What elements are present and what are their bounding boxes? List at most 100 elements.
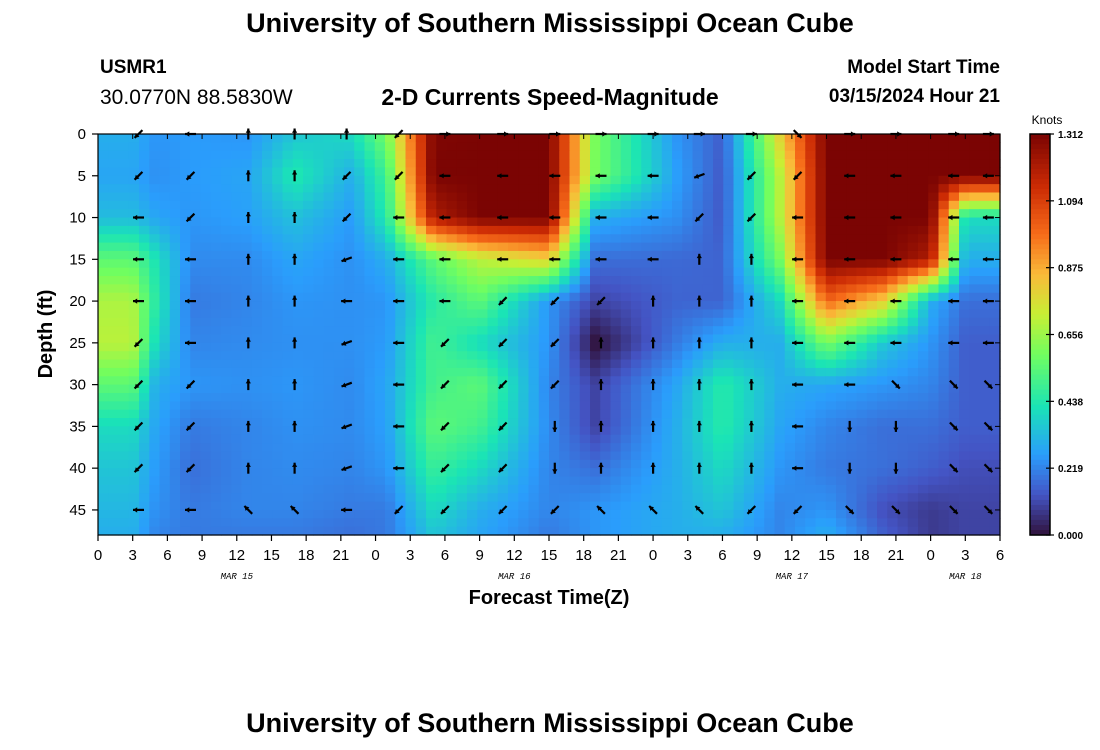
heatmap-cell — [446, 434, 458, 444]
heatmap-cell — [149, 418, 161, 427]
heatmap-cell — [805, 225, 817, 235]
heatmap-cell — [262, 250, 273, 260]
heatmap-cell — [641, 401, 653, 411]
heatmap-cell — [733, 276, 745, 285]
heatmap-cell — [436, 392, 448, 402]
heatmap-cell — [303, 426, 314, 436]
heatmap-cell — [98, 342, 109, 352]
heatmap-cell — [231, 342, 243, 352]
x-tick-label: 15 — [263, 547, 280, 564]
heatmap-cell — [190, 250, 202, 260]
heatmap-cell — [210, 384, 222, 394]
heatmap-cell — [713, 259, 724, 269]
heatmap-cell — [846, 309, 858, 319]
heatmap-cell — [569, 409, 581, 419]
heatmap-cell — [764, 250, 776, 260]
heatmap-cell — [200, 459, 212, 469]
heatmap-cell — [108, 309, 120, 319]
current-vector-arrow — [245, 170, 251, 182]
heatmap-cell — [856, 443, 868, 453]
heatmap-cell — [231, 501, 243, 511]
heatmap-cell — [764, 267, 776, 277]
heatmap-cell — [743, 175, 755, 185]
heatmap-cell — [918, 142, 929, 152]
heatmap-cell — [487, 259, 499, 269]
heatmap-cell — [446, 501, 458, 511]
heatmap-cell — [590, 217, 601, 227]
heatmap-cell — [825, 409, 837, 419]
heatmap-cell — [456, 351, 468, 361]
heatmap-cell — [907, 234, 919, 244]
heatmap-cell — [190, 234, 202, 244]
heatmap-cell — [426, 359, 437, 369]
heatmap-cell — [549, 526, 560, 536]
heatmap-cell — [303, 150, 314, 160]
heatmap-cell — [856, 409, 868, 419]
heatmap-cell — [723, 142, 735, 152]
heatmap-cell — [385, 426, 396, 436]
heatmap-cell — [733, 434, 745, 444]
heatmap-cell — [282, 367, 294, 377]
heatmap-cell — [374, 259, 386, 269]
heatmap-cell — [487, 175, 499, 185]
heatmap-cell — [159, 409, 171, 419]
heatmap-cell — [528, 401, 540, 411]
current-vector-arrow — [292, 462, 298, 474]
heatmap-cell — [928, 301, 940, 311]
heatmap-cell — [528, 342, 540, 352]
heatmap-cell — [538, 267, 550, 277]
heatmap-cell — [907, 484, 919, 494]
heatmap-cell — [641, 167, 653, 177]
heatmap-cell — [928, 250, 940, 260]
heatmap-cell — [395, 359, 407, 369]
heatmap-cell — [385, 334, 396, 344]
heatmap-cell — [559, 217, 571, 227]
heatmap-cell — [651, 200, 663, 210]
heatmap-cell — [405, 142, 417, 152]
heatmap-cell — [979, 267, 991, 277]
heatmap-cell — [467, 301, 478, 311]
heatmap-cell — [641, 443, 653, 453]
heatmap-cell — [631, 184, 642, 194]
heatmap-cell — [128, 242, 140, 252]
heatmap-cell — [180, 493, 191, 503]
heatmap-cell — [190, 326, 202, 336]
heatmap-cell — [682, 200, 694, 210]
heatmap-cell — [415, 142, 427, 152]
heatmap-cell — [590, 326, 601, 336]
heatmap-cell — [856, 334, 868, 344]
heatmap-cell — [569, 493, 581, 503]
heatmap-cell — [159, 526, 171, 536]
heatmap-cell — [897, 509, 909, 519]
heatmap-cell — [180, 409, 191, 419]
heatmap-cell — [477, 317, 489, 327]
heatmap-cell — [456, 493, 468, 503]
heatmap-cell — [169, 326, 181, 336]
heatmap-cell — [682, 142, 694, 152]
heatmap-cell — [969, 392, 981, 402]
heatmap-cell — [620, 159, 632, 169]
heatmap-cell — [610, 192, 622, 202]
heatmap-cell — [825, 443, 837, 453]
heatmap-cell — [805, 434, 817, 444]
heatmap-cell — [569, 334, 581, 344]
heatmap-cell — [159, 276, 171, 285]
heatmap-cell — [313, 292, 325, 302]
heatmap-cell — [651, 459, 663, 469]
heatmap-cell — [631, 501, 642, 511]
heatmap-cell — [948, 518, 960, 528]
heatmap-cell — [743, 518, 755, 528]
heatmap-cell — [836, 434, 847, 444]
heatmap-cell — [374, 292, 386, 302]
heatmap-cell — [559, 426, 571, 436]
heatmap-cell — [518, 234, 530, 244]
heatmap-cell — [764, 150, 776, 160]
heatmap-cell — [169, 468, 181, 478]
heatmap-cell — [959, 526, 970, 536]
heatmap-cell — [774, 276, 786, 285]
heatmap-cell — [754, 250, 765, 260]
colorbar-segment — [1030, 229, 1050, 235]
heatmap-cell — [559, 317, 571, 327]
heatmap-cell — [631, 376, 642, 386]
heatmap-cell — [405, 376, 417, 386]
